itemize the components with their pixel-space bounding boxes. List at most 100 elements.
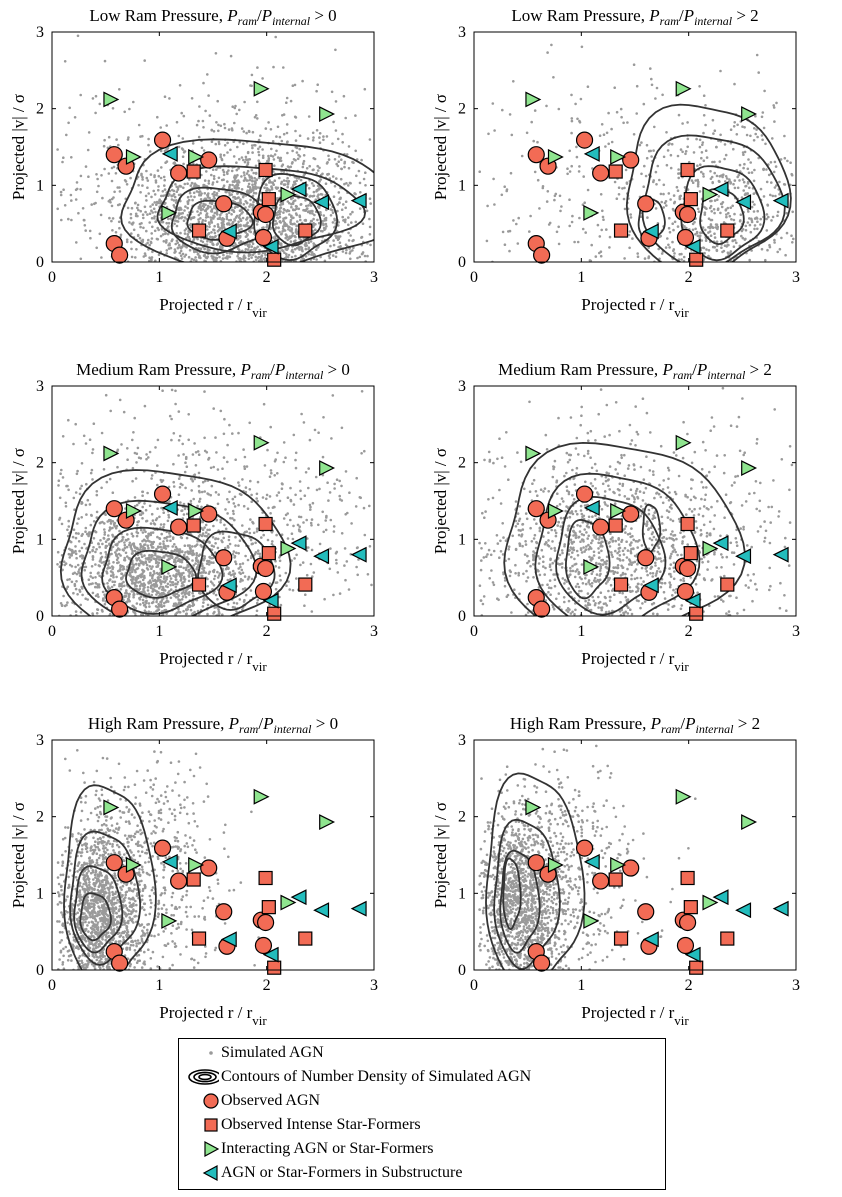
simulated-point [119,587,123,591]
simulated-point [666,149,670,152]
simulated-point [326,481,329,485]
simulated-point [241,571,245,575]
simulated-point [185,566,188,569]
simulated-point [284,216,287,220]
simulated-point [233,606,237,609]
simulated-point [184,461,187,465]
simulated-point [172,162,175,165]
axes-frame [473,31,797,263]
simulated-point [245,465,249,468]
simulated-point [232,512,235,516]
simulated-point [187,198,191,202]
simulated-point [629,213,632,216]
simulated-point [170,556,174,560]
simulated-point [286,181,290,185]
simulated-point [112,573,115,576]
simulated-point [308,211,312,215]
simulated-point [750,171,754,174]
simulated-point [136,233,140,237]
simulated-point [299,489,302,493]
simulated-point [716,198,719,201]
simulated-point [201,119,205,123]
simulated-point [318,141,322,144]
simulated-point [691,181,695,184]
simulated-point [74,610,78,613]
simulated-point [225,215,229,218]
simulated-point [310,524,313,527]
simulated-point [104,550,107,554]
simulated-point [193,184,196,188]
simulated-point [747,158,750,161]
simulated-point [255,609,259,613]
simulated-point [231,553,235,556]
simulated-point [146,491,149,495]
simulated-point [243,575,247,578]
simulated-point [177,477,181,481]
simulated-point [361,222,365,225]
simulated-point [187,574,191,578]
simulated-point [137,183,140,187]
simulated-point [328,256,332,260]
simulated-point [276,451,279,455]
simulated-point [766,248,769,252]
simulated-point [269,128,273,131]
simulated-point [785,211,788,215]
simulated-point [771,215,775,219]
simulated-point [249,589,253,592]
simulated-point [98,560,102,563]
simulated-point [67,217,70,221]
simulated-point [654,170,658,174]
simulated-point [338,241,342,244]
simulated-point [334,100,338,103]
simulated-point [227,538,231,542]
simulated-point [128,107,131,111]
simulated-point [775,184,778,187]
simulated-point [144,194,148,198]
simulated-point [232,140,235,143]
simulated-point [359,191,362,194]
simulated-point [245,131,248,135]
simulated-point [512,219,515,222]
simulated-point [98,564,101,568]
simulated-point [605,228,608,231]
simulated-point [206,194,210,197]
simulated-point [158,213,161,216]
simulated-point [186,195,190,199]
simulated-point [200,545,204,548]
interacting-marker [188,148,205,165]
simulated-point [147,534,150,538]
simulated-point [84,530,87,533]
simulated-point [254,164,258,168]
simulated-point [297,515,301,519]
simulated-point [129,574,132,578]
simulated-point [95,490,99,493]
simulated-point [205,234,209,237]
simulated-point [286,225,290,228]
simulated-point [613,86,616,89]
simulated-point [237,186,240,190]
simulated-point [154,559,158,563]
simulated-point [198,592,202,595]
simulated-point [221,613,224,616]
simulated-point [247,254,251,258]
simulated-point [80,502,83,505]
simulated-point [191,545,194,548]
simulated-point [284,247,288,251]
simulated-point [711,245,715,249]
simulated-point [237,220,240,224]
simulated-point [731,204,734,208]
simulated-point [662,155,666,159]
y-tick-label: 3 [458,24,466,41]
simulated-point [149,531,153,535]
simulated-point [242,142,245,146]
simulated-point [297,177,301,180]
simulated-point [275,135,278,138]
simulated-point [743,150,747,154]
simulated-point [77,570,80,573]
simulated-point [332,120,335,124]
simulated-point [253,115,257,119]
simulated-point [197,218,200,221]
simulated-point [713,199,717,202]
simulated-point [713,171,716,175]
